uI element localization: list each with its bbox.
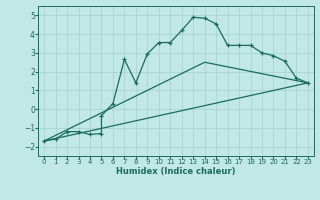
X-axis label: Humidex (Indice chaleur): Humidex (Indice chaleur) — [116, 167, 236, 176]
